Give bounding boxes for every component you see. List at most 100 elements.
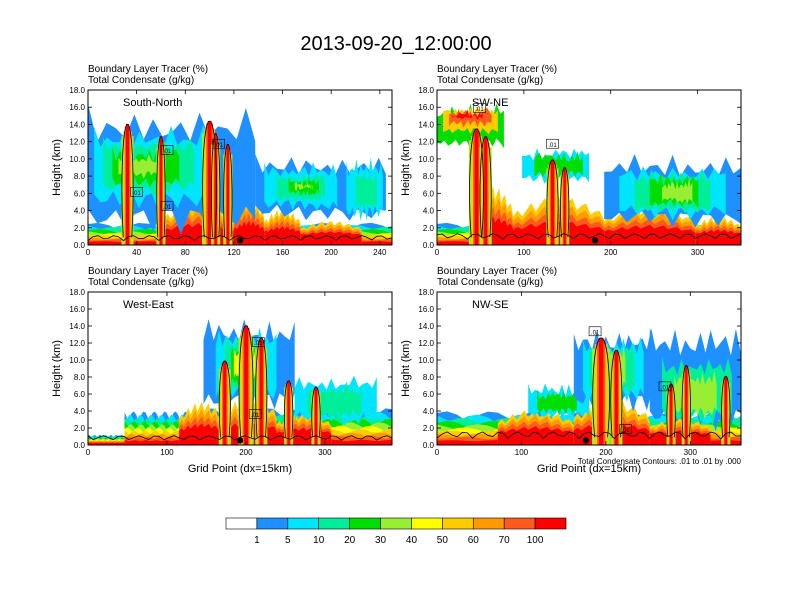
contour-label-box <box>619 424 632 435</box>
colorbar-swatch <box>411 517 443 530</box>
contour-title: Total Condensate (g/kg) <box>88 75 194 86</box>
y-tick-label: 16.0 <box>69 103 85 112</box>
colorbar-label: 10 <box>313 535 325 546</box>
colorbar-swatch <box>534 517 567 530</box>
y-axis-label: Height (km) <box>51 139 63 196</box>
y-tick-label: 2.0 <box>423 424 435 433</box>
boundary-layer-bulge <box>649 430 711 445</box>
convective-plume <box>598 337 604 445</box>
plot-frame <box>87 89 393 246</box>
y-tick-label: 10.0 <box>418 155 434 164</box>
panel-4: .01 .01 .01 0.0 2.0 4.0 6.0 8.0 10.0 12.0 14.0 16.0… <box>400 266 742 475</box>
contour-label: .01 <box>661 385 670 391</box>
colorbar: 1 5 10 20 30 40 50 60 70 100 <box>225 517 567 546</box>
y-tick-label: 16.0 <box>69 305 85 314</box>
condensate-contour <box>223 143 233 238</box>
convective-plume <box>551 159 555 245</box>
y-tick-label: 12.0 <box>69 138 85 147</box>
y-tick-label: 0.0 <box>74 441 86 450</box>
panel-1: .01 .01 .01 .01 0.0 2.0 4.0 6.0 8.0 10.0 12.0 14.0 1… <box>51 64 393 257</box>
convective-plume <box>474 128 479 245</box>
location-marker <box>582 437 590 444</box>
condensate-contour <box>592 337 610 438</box>
convective-plume <box>259 337 263 445</box>
tracer-cloud <box>662 178 693 205</box>
tracer-cloud <box>355 167 377 211</box>
colorbar-label: 60 <box>468 535 480 546</box>
y-tick-label: 8.0 <box>423 373 435 382</box>
y-tick-label: 14.0 <box>418 120 434 129</box>
contour-title: Total Condensate (g/kg) <box>437 277 543 288</box>
condensate-contour <box>211 132 221 238</box>
boundary-layer-bulge <box>300 231 362 245</box>
x-tick-label: 200 <box>325 248 339 257</box>
y-axis-label: Height (km) <box>51 340 63 397</box>
x-tick-label: 0 <box>435 448 440 457</box>
condensate-contour <box>560 167 570 238</box>
x-tick-label: 200 <box>599 448 613 457</box>
boundary-layer-bulge <box>497 426 574 445</box>
convective-plume <box>314 386 318 445</box>
convective-plume <box>724 376 727 445</box>
y-axis-label: Height (km) <box>400 139 412 196</box>
x-tick-label: 200 <box>604 248 618 257</box>
x-tick-label: 160 <box>276 248 290 257</box>
condensate-contour <box>311 386 321 438</box>
y-tick-label: 0.0 <box>423 241 435 250</box>
condensate-contour <box>610 349 623 438</box>
field-title: Boundary Layer Tracer (%) <box>88 64 208 75</box>
y-tick-label: 18.0 <box>69 86 85 95</box>
y-tick-label: 4.0 <box>423 207 435 216</box>
y-tick-label: 16.0 <box>418 305 434 314</box>
x-tick-label: 40 <box>132 248 141 257</box>
contour-label: .01 <box>591 330 600 336</box>
contour-label-box <box>546 138 559 149</box>
y-tick-label: 0.0 <box>74 241 86 250</box>
colorbar-label: 70 <box>499 535 511 546</box>
convective-plume <box>287 380 290 445</box>
colorbar-swatch <box>442 517 474 530</box>
y-tick-label: 14.0 <box>418 322 434 331</box>
tracer-cloud <box>537 389 577 416</box>
contour-label-box <box>212 138 226 149</box>
x-tick-label: 120 <box>227 248 241 257</box>
condensate-contour <box>218 360 231 438</box>
contour-label: .01 <box>621 428 630 434</box>
y-tick-label: 4.0 <box>74 407 86 416</box>
contour-label-box <box>160 145 174 155</box>
condensate-contour <box>721 375 731 438</box>
x-tick-label: 300 <box>684 448 698 457</box>
location-marker <box>236 237 244 244</box>
plot-area: .01 .01 .01 .01 <box>88 90 392 245</box>
x-tick-label: 0 <box>435 248 440 257</box>
x-tick-label: 100 <box>517 248 531 257</box>
y-tick-label: 8.0 <box>74 373 86 382</box>
tracer-cloud <box>294 181 313 191</box>
boundary-layer-band <box>88 442 125 445</box>
contour-label-box <box>251 337 265 347</box>
convective-plume <box>223 360 227 445</box>
x-tick-label: 0 <box>86 448 91 457</box>
contour-label-box <box>160 200 174 211</box>
y-tick-label: 10.0 <box>418 356 434 365</box>
boundary-layer-bulge <box>695 229 741 245</box>
tracer-cloud <box>452 109 483 121</box>
panel-label: West-East <box>123 299 174 311</box>
contour-label-box <box>248 409 262 419</box>
terrain-line <box>437 431 741 440</box>
field-title: Boundary Layer Tracer (%) <box>437 64 557 75</box>
boundary-layer-bulge <box>179 423 225 445</box>
plot-frame <box>436 89 742 246</box>
contour-label-box <box>130 187 143 197</box>
y-tick-label: 8.0 <box>74 172 86 181</box>
y-tick-label: 14.0 <box>69 120 85 129</box>
plot-area: .01 .01 <box>88 292 392 445</box>
condensate-contour <box>156 136 166 238</box>
convective-plume <box>214 133 217 245</box>
colorbar-label: 40 <box>406 535 418 546</box>
y-tick-label: 16.0 <box>418 103 434 112</box>
colorbar-swatch <box>225 517 258 530</box>
condensate-contour <box>469 128 484 238</box>
y-tick-label: 4.0 <box>74 207 86 216</box>
